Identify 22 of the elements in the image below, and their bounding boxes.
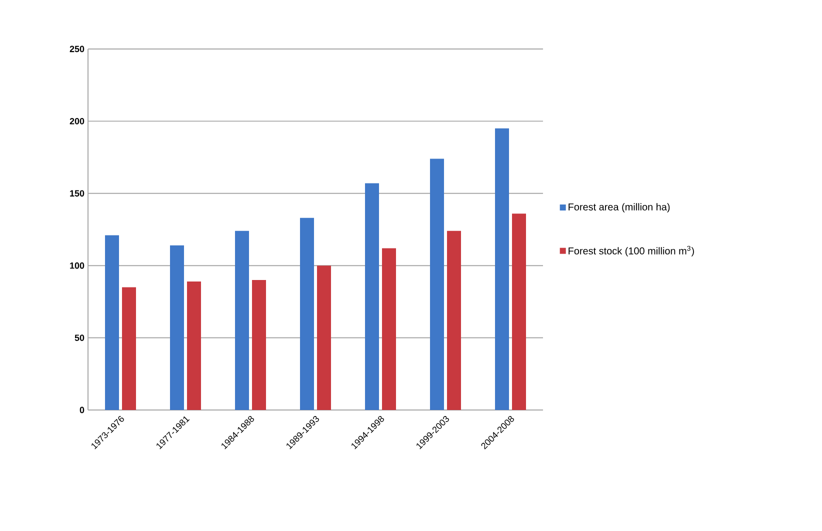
bar (317, 266, 332, 410)
bar (365, 183, 380, 410)
bar (252, 280, 266, 410)
bar (187, 281, 202, 410)
y-tick-label: 50 (74, 334, 84, 341)
legend-label: Forest area (million ha) (568, 203, 670, 212)
bar (382, 248, 396, 410)
bar (495, 128, 510, 410)
bar (105, 235, 120, 410)
y-tick-label: 250 (70, 46, 84, 52)
bar (235, 230, 250, 410)
legend-label: Forest stock (100 million m$^{3}$) (568, 246, 694, 256)
y-tick-label: 100 (70, 262, 84, 269)
bar (300, 218, 314, 410)
bar (512, 214, 526, 410)
bar (122, 287, 136, 410)
bar (430, 158, 444, 410)
bar (447, 230, 462, 410)
bar (170, 245, 184, 410)
y-tick-label: 0 (80, 406, 84, 414)
y-tick-label: 200 (70, 118, 84, 124)
y-tick-label: 150 (70, 190, 84, 197)
